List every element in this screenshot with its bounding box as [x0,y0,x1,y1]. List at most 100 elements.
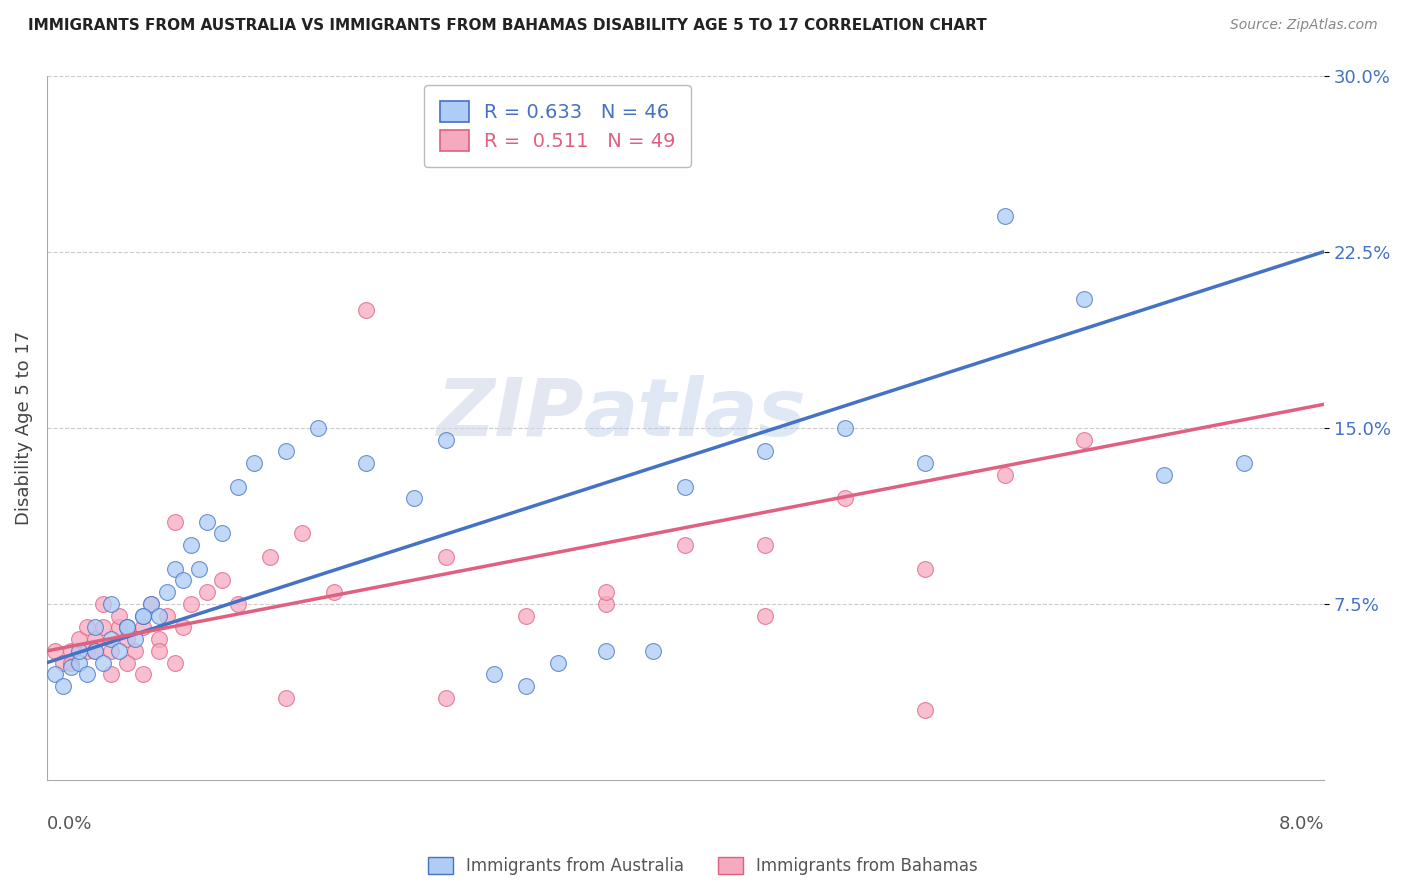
Point [67,632,90,647]
Legend: Immigrants from Australia, Immigrants from Bahamas: Immigrants from Australia, Immigrants fr… [420,849,986,884]
Point [434,549,457,564]
Point [148,632,170,647]
Point [139,597,162,611]
Point [100,667,122,681]
Point [595,585,617,599]
Point [107,620,129,634]
Point [131,608,153,623]
Point [115,620,138,634]
Point [211,526,233,541]
Point [131,667,153,681]
Point [83,644,105,658]
Point [91,597,114,611]
Point [354,303,377,318]
Point [139,597,162,611]
Point [100,597,122,611]
Point [163,562,186,576]
Point [163,656,186,670]
Point [994,467,1017,482]
Text: IMMIGRANTS FROM AUSTRALIA VS IMMIGRANTS FROM BAHAMAS DISABILITY AGE 5 TO 17 CORR: IMMIGRANTS FROM AUSTRALIA VS IMMIGRANTS … [28,18,987,33]
Point [172,620,194,634]
Point [180,538,202,552]
Y-axis label: Disability Age 5 to 17: Disability Age 5 to 17 [15,331,32,524]
Point [243,456,266,470]
Point [323,585,346,599]
Point [115,620,138,634]
Point [172,574,194,588]
Point [434,690,457,705]
Point [1073,433,1095,447]
Point [163,515,186,529]
Point [107,644,129,658]
Point [914,703,936,717]
Point [195,585,218,599]
Text: atlas: atlas [583,375,806,453]
Point [155,608,177,623]
Point [211,574,233,588]
Point [59,656,82,670]
Point [131,608,153,623]
Text: 8.0%: 8.0% [1278,815,1324,833]
Point [673,479,696,493]
Point [515,608,537,623]
Point [754,608,776,623]
Point [83,620,105,634]
Point [754,538,776,552]
Point [482,667,505,681]
Point [67,644,90,658]
Point [595,597,617,611]
Point [228,597,250,611]
Point [914,562,936,576]
Point [1233,456,1256,470]
Point [1073,292,1095,306]
Point [354,456,377,470]
Text: Source: ZipAtlas.com: Source: ZipAtlas.com [1230,18,1378,32]
Point [100,644,122,658]
Point [595,644,617,658]
Point [83,632,105,647]
Point [276,444,298,458]
Point [124,644,146,658]
Point [131,620,153,634]
Point [834,421,856,435]
Point [195,515,218,529]
Point [59,644,82,658]
Point [259,549,281,564]
Point [180,597,202,611]
Point [307,421,329,435]
Point [100,632,122,647]
Point [44,644,66,658]
Point [59,660,82,674]
Point [124,632,146,647]
Point [643,644,665,658]
Point [402,491,425,506]
Point [434,433,457,447]
Point [228,479,250,493]
Point [994,210,1017,224]
Point [547,656,569,670]
Point [67,656,90,670]
Point [515,679,537,693]
Point [187,562,209,576]
Point [148,644,170,658]
Point [52,679,75,693]
Point [914,456,936,470]
Point [107,608,129,623]
Point [291,526,314,541]
Point [52,656,75,670]
Point [754,444,776,458]
Point [115,656,138,670]
Point [115,632,138,647]
Text: ZIP: ZIP [436,375,583,453]
Point [91,656,114,670]
Point [76,620,98,634]
Point [44,667,66,681]
Point [276,690,298,705]
Point [1153,467,1175,482]
Point [148,608,170,623]
Point [76,667,98,681]
Legend: R = 0.633   N = 46, R =  0.511   N = 49: R = 0.633 N = 46, R = 0.511 N = 49 [425,86,692,167]
Text: 0.0%: 0.0% [46,815,93,833]
Point [673,538,696,552]
Point [76,644,98,658]
